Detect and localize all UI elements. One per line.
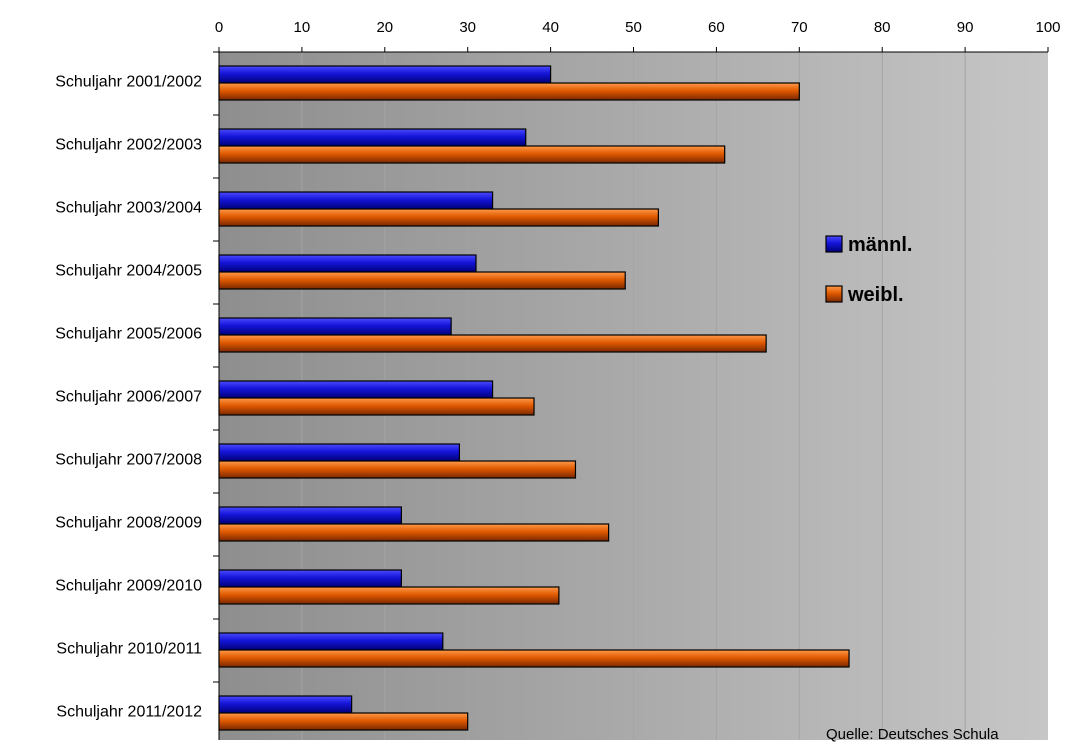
category-label-8: Schuljahr 2009/2010 <box>55 578 202 595</box>
source-note: Quelle: Deutsches Schula <box>826 726 999 743</box>
category-label-7: Schuljahr 2008/2009 <box>55 515 202 532</box>
legend-label-0: männl. <box>848 234 912 256</box>
x-tick-label-6: 60 <box>708 19 725 36</box>
bar-maennl-5 <box>218 380 494 399</box>
x-tick-label-3: 30 <box>459 19 476 36</box>
legend: männl. weibl. <box>825 234 912 306</box>
category-label-3: Schuljahr 2004/2005 <box>55 263 202 280</box>
bar-maennl-1 <box>218 128 527 147</box>
bar-weibl-1 <box>218 145 726 164</box>
bar-maennl-2 <box>218 191 494 210</box>
category-label-4: Schuljahr 2005/2006 <box>55 326 202 343</box>
bar-weibl-5 <box>218 397 535 416</box>
bar-weibl-3 <box>218 271 626 290</box>
x-tick-label-2: 20 <box>376 19 393 36</box>
category-label-0: Schuljahr 2001/2002 <box>55 74 202 91</box>
category-label-5: Schuljahr 2006/2007 <box>55 389 202 406</box>
bar-weibl-9 <box>218 649 850 668</box>
x-tick-labels: 0 10 20 30 40 50 60 70 80 90 100 <box>215 19 1061 36</box>
legend-swatch-0 <box>825 235 843 253</box>
legend-label-1: weibl. <box>847 284 904 306</box>
category-label-1: Schuljahr 2002/2003 <box>55 137 202 154</box>
x-tick-label-1: 10 <box>294 19 311 36</box>
bar-maennl-7 <box>218 506 402 525</box>
bar-maennl-3 <box>218 254 477 273</box>
bar-weibl-6 <box>218 460 577 479</box>
x-tick-label-5: 50 <box>625 19 642 36</box>
bars <box>218 65 850 731</box>
bar-weibl-8 <box>218 586 560 605</box>
category-label-10: Schuljahr 2011/2012 <box>56 704 202 721</box>
x-tick-label-10: 100 <box>1035 19 1060 36</box>
bar-weibl-2 <box>218 208 659 227</box>
category-label-9: Schuljahr 2010/2011 <box>56 641 202 658</box>
category-labels: Schuljahr 2001/2002 Schuljahr 2002/2003 Sc… <box>55 74 202 721</box>
x-tick-label-0: 0 <box>215 19 223 36</box>
bar-weibl-0 <box>218 82 800 101</box>
bar-weibl-10 <box>218 712 469 731</box>
bar-maennl-9 <box>218 632 444 651</box>
bar-weibl-7 <box>218 523 610 542</box>
legend-swatch-1 <box>825 285 843 303</box>
bar-weibl-4 <box>218 334 767 353</box>
bar-maennl-4 <box>218 317 452 336</box>
x-tick-label-9: 90 <box>957 19 974 36</box>
bar-maennl-0 <box>218 65 552 84</box>
category-label-6: Schuljahr 2007/2008 <box>55 452 202 469</box>
category-label-2: Schuljahr 2003/2004 <box>55 200 202 217</box>
x-tick-label-4: 40 <box>542 19 559 36</box>
x-tick-label-8: 80 <box>874 19 891 36</box>
bar-maennl-8 <box>218 569 402 588</box>
bar-maennl-10 <box>218 695 353 714</box>
x-tick-label-7: 70 <box>791 19 808 36</box>
bar-maennl-6 <box>218 443 461 462</box>
